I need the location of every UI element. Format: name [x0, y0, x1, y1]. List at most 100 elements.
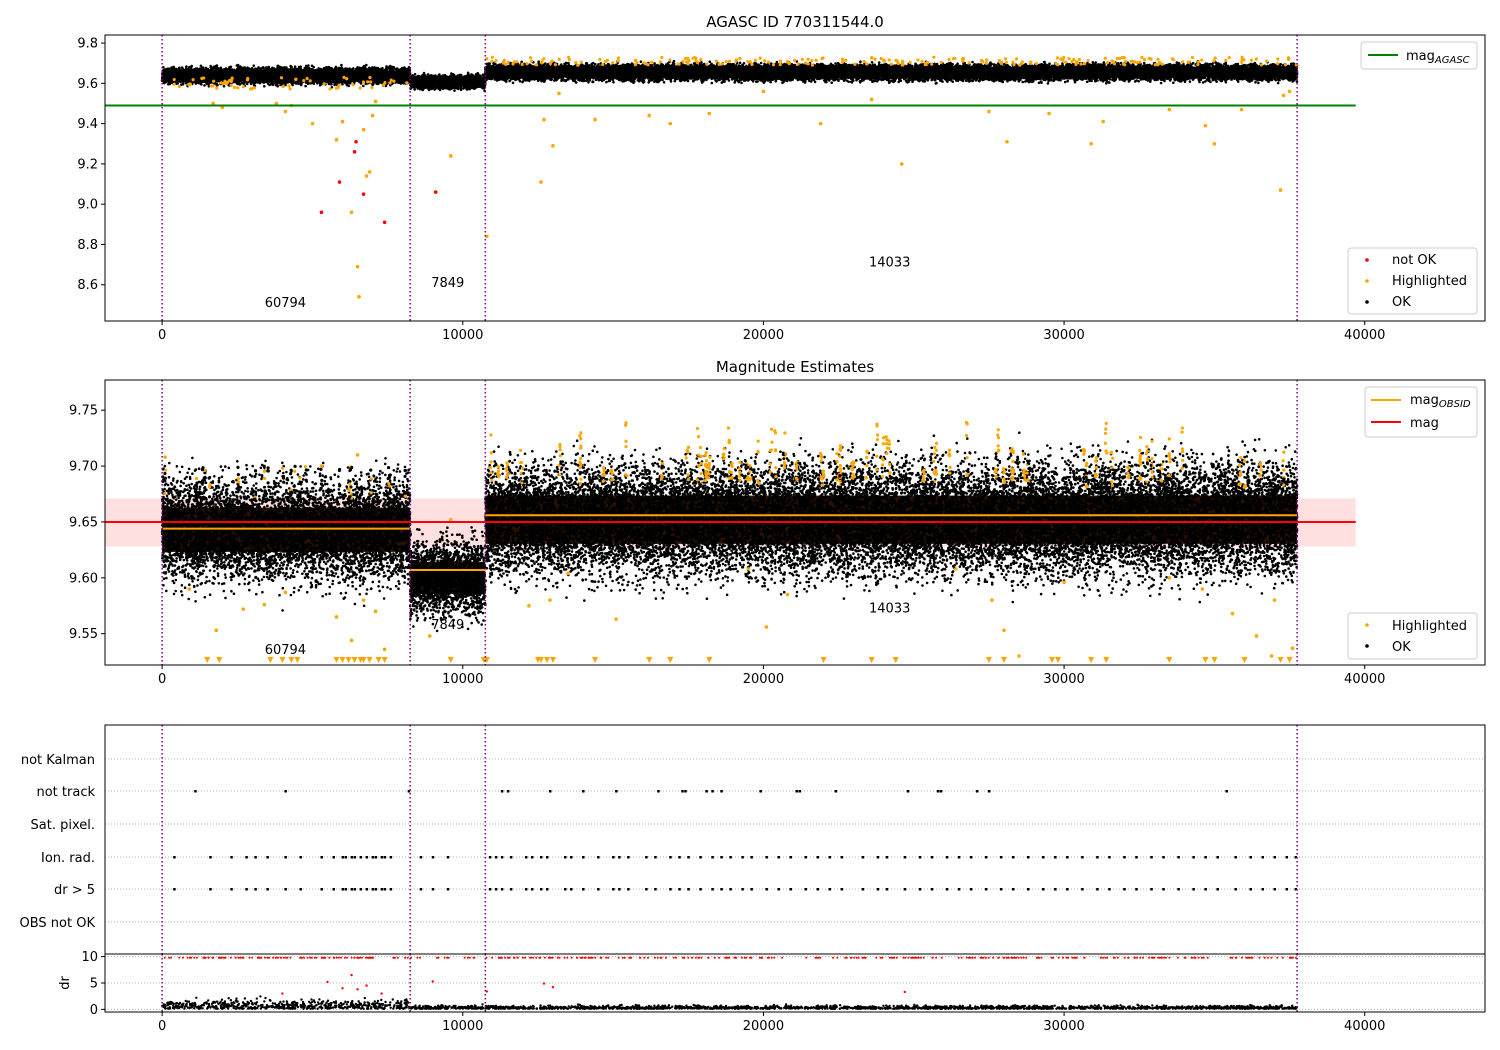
- highlighted-point: [305, 76, 309, 81]
- ok-point: [1103, 474, 1107, 478]
- legend-mag-agasc-label: magAGASC: [1406, 49, 1470, 66]
- highlighted-point: [885, 438, 889, 442]
- dr-outlier-point: [341, 987, 344, 990]
- highlighted-point: [370, 86, 374, 90]
- x-tick-label: 30000: [1043, 328, 1084, 343]
- highlighted-point: [220, 105, 225, 110]
- ok-point: [508, 450, 512, 454]
- highlighted-point: [896, 61, 900, 66]
- ok-point: [194, 476, 199, 481]
- ok-point: [1075, 471, 1079, 475]
- ion-rad-flag: [729, 856, 732, 859]
- highlighted-point: [1147, 56, 1151, 60]
- not-track-flag: [834, 790, 838, 793]
- panel-2-obs-boundaries: [161, 380, 1298, 665]
- ion-rad-flag: [678, 856, 681, 859]
- dr5-flag: [984, 888, 988, 891]
- highlighted-point: [763, 59, 767, 63]
- ok-point: [1028, 500, 1032, 504]
- ion-rad-flag: [284, 856, 287, 859]
- highlighted-point: [1062, 55, 1066, 60]
- ok-point: [1149, 467, 1153, 471]
- highlighted-point: [1085, 484, 1089, 489]
- ok-point: [545, 491, 549, 495]
- ok-point: [841, 472, 845, 476]
- ion-rad-flag: [524, 856, 528, 859]
- ok-point: [958, 476, 962, 480]
- highlighted-point: [984, 61, 988, 65]
- ion-rad-flag: [1054, 856, 1057, 859]
- not-track-flag: [711, 790, 714, 793]
- ok-point: [746, 501, 750, 504]
- highlighted-point: [1282, 468, 1286, 472]
- ok-point: [536, 503, 540, 507]
- ok-point: [1231, 481, 1235, 484]
- dr5-flag: [1150, 888, 1153, 891]
- ok-point: [1202, 497, 1206, 501]
- ok-point: [1099, 499, 1103, 503]
- ok-point: [1143, 482, 1147, 486]
- ok-point: [1041, 491, 1045, 494]
- ok-point: [508, 484, 511, 487]
- ok-point: [1100, 488, 1104, 492]
- highlighted-point: [996, 436, 1001, 440]
- ok-point: [560, 490, 563, 494]
- y-tick-label: 9.2: [77, 157, 98, 172]
- highlighted-point: [722, 452, 726, 456]
- highlighted-point: [1212, 141, 1217, 146]
- ok-point: [1158, 494, 1162, 498]
- highlighted-point: [1167, 473, 1171, 478]
- ok-point: [870, 474, 873, 477]
- obs-label-7849: 7849: [431, 276, 464, 291]
- highlighted-point: [1062, 580, 1066, 585]
- highlighted-point: [1074, 62, 1078, 66]
- ok-point: [370, 477, 374, 481]
- ion-rad-flag: [957, 856, 961, 859]
- panel-1-outlier-points: [172, 55, 1298, 299]
- highlighted-point: [750, 62, 754, 67]
- dr5-flag: [419, 888, 423, 891]
- ion-rad-flag: [1273, 856, 1277, 859]
- ok-point: [790, 479, 794, 482]
- highlighted-point: [795, 467, 799, 471]
- highlighted-point: [774, 431, 778, 435]
- ok-point: [713, 485, 717, 488]
- ion-rad-flag: [344, 856, 348, 859]
- ion-rad-flag: [699, 856, 702, 859]
- highlighted-point: [1094, 465, 1099, 470]
- dr5-flag: [828, 888, 832, 891]
- highlighted-point: [705, 62, 709, 66]
- highlighted-point: [337, 83, 341, 87]
- ok-point: [236, 473, 240, 477]
- out-of-range-marker: [646, 657, 653, 663]
- highlighted-point: [1105, 61, 1109, 65]
- ok-point: [759, 474, 763, 478]
- dr5-flag: [320, 888, 323, 891]
- ion-rad-flag: [885, 856, 889, 859]
- dr5-flag: [969, 888, 973, 891]
- ok-point: [1165, 495, 1169, 499]
- category-dr-gt-5: dr > 5: [54, 883, 95, 898]
- highlighted-point: [658, 60, 662, 64]
- ok-point: [1031, 475, 1035, 479]
- ok-point: [835, 497, 839, 501]
- ok-point: [1119, 495, 1123, 499]
- highlighted-point: [885, 452, 889, 456]
- highlighted-point: [1138, 454, 1142, 458]
- x-tick-label: 10000: [442, 672, 483, 687]
- dr5-flag: [612, 888, 615, 891]
- out-of-range-marker: [345, 657, 352, 663]
- ok-point: [811, 456, 815, 460]
- highlighted-point: [996, 444, 1000, 448]
- highlighted-point: [1084, 464, 1088, 468]
- ok-point: [842, 491, 846, 495]
- highlighted-point: [706, 471, 710, 476]
- highlighted-point: [579, 431, 583, 435]
- highlighted-point: [1109, 450, 1113, 454]
- ok-point: [163, 471, 167, 476]
- highlighted-point: [770, 440, 774, 444]
- ok-point: [1213, 486, 1217, 490]
- ok-point: [781, 473, 785, 476]
- out-of-range-marker: [288, 657, 295, 663]
- ok-point: [508, 468, 511, 472]
